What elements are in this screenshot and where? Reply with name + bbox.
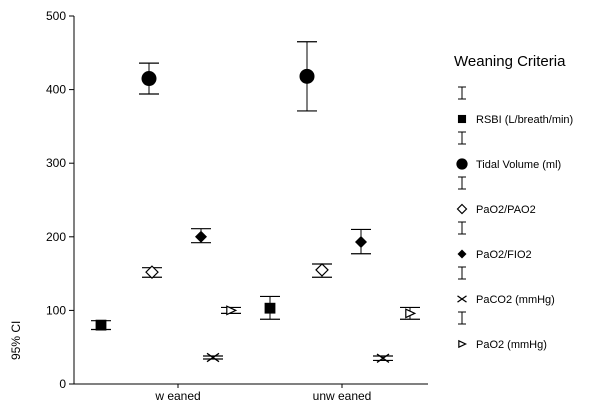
legend-item-4: PaCO2 (mmHg) (457, 266, 555, 306)
series-0 (91, 295, 280, 331)
legend-marker (457, 114, 467, 124)
legend-item-5: PaO2 (mmHg) (458, 311, 547, 351)
mean-marker (264, 302, 276, 314)
mean-marker (226, 305, 238, 316)
legend-marker (457, 249, 467, 259)
mean-marker (376, 353, 390, 363)
y-tick-label: 400 (46, 83, 66, 97)
legend-item-1: Tidal Volume (ml) (456, 131, 561, 171)
series-1 (139, 41, 317, 112)
series-5 (221, 305, 420, 320)
mean-marker (95, 319, 107, 331)
legend-label: RSBI (L/breath/min) (476, 114, 573, 126)
y-tick-label: 0 (59, 377, 66, 391)
plot-area: 0 100 200 300 400 500 w eaned unw eaned (46, 9, 428, 403)
y-tick-label: 100 (46, 303, 66, 317)
mean-marker (315, 263, 329, 277)
legend-label: PaCO2 (mmHg) (476, 294, 555, 306)
mean-marker (405, 308, 417, 319)
legend-marker (456, 203, 468, 215)
y-tick-label: 300 (46, 156, 66, 170)
mean-marker (145, 265, 159, 279)
mean-marker (206, 352, 220, 363)
mean-marker (141, 71, 157, 87)
legend-item-3: PaO2/FIO2 (457, 221, 532, 261)
x-tick-label: w eaned (154, 389, 200, 403)
legend-label: Tidal Volume (ml) (476, 159, 561, 171)
legend-item-0: RSBI (L/breath/min) (457, 86, 573, 126)
legend-title: Weaning Criteria (454, 53, 566, 70)
legend-marker (458, 339, 468, 349)
mean-marker (195, 230, 207, 243)
legend-marker (456, 158, 468, 170)
legend-label: PaO2/FIO2 (476, 249, 532, 261)
series-2 (142, 263, 332, 279)
legend-label: PaO2 (mmHg) (476, 339, 547, 351)
legend-item-2: PaO2/PAO2 (456, 176, 536, 216)
y-axis-title: 95% CI (9, 321, 23, 360)
y-tick-label: 500 (46, 9, 66, 23)
legend: RSBI (L/breath/min) Tidal Volume (ml) PaO2… (456, 86, 573, 351)
y-tick-label: 200 (46, 230, 66, 244)
series-3 (191, 228, 371, 255)
x-tick-label: unw eaned (313, 389, 372, 403)
legend-marker (457, 295, 467, 303)
mean-marker (355, 235, 367, 248)
legend-label: PaO2/PAO2 (476, 204, 536, 216)
series-4 (203, 352, 393, 363)
mean-marker (299, 68, 315, 84)
